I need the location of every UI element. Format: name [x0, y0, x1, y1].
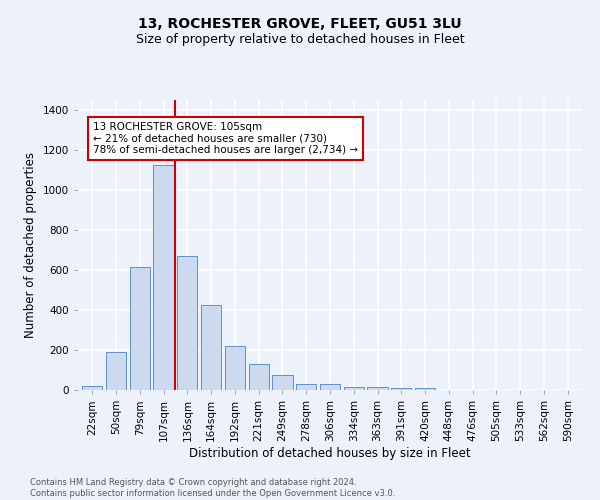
Text: 13, ROCHESTER GROVE, FLEET, GU51 3LU: 13, ROCHESTER GROVE, FLEET, GU51 3LU — [138, 18, 462, 32]
Bar — [154, 165, 173, 390]
Bar — [415, 388, 435, 390]
Bar — [177, 256, 197, 390]
Bar — [367, 387, 388, 390]
Bar — [225, 346, 245, 390]
Bar — [82, 386, 103, 390]
X-axis label: Distribution of detached houses by size in Fleet: Distribution of detached houses by size … — [189, 446, 471, 460]
Bar — [296, 384, 316, 390]
Bar — [201, 305, 221, 390]
Bar — [320, 384, 340, 390]
Bar — [106, 352, 126, 390]
Text: 13 ROCHESTER GROVE: 105sqm
← 21% of detached houses are smaller (730)
78% of sem: 13 ROCHESTER GROVE: 105sqm ← 21% of deta… — [93, 122, 358, 155]
Bar — [248, 364, 269, 390]
Text: Contains HM Land Registry data © Crown copyright and database right 2024.
Contai: Contains HM Land Registry data © Crown c… — [30, 478, 395, 498]
Bar — [391, 388, 412, 390]
Text: Size of property relative to detached houses in Fleet: Size of property relative to detached ho… — [136, 32, 464, 46]
Bar — [344, 387, 364, 390]
Bar — [130, 267, 150, 390]
Bar — [272, 375, 293, 390]
Y-axis label: Number of detached properties: Number of detached properties — [24, 152, 37, 338]
